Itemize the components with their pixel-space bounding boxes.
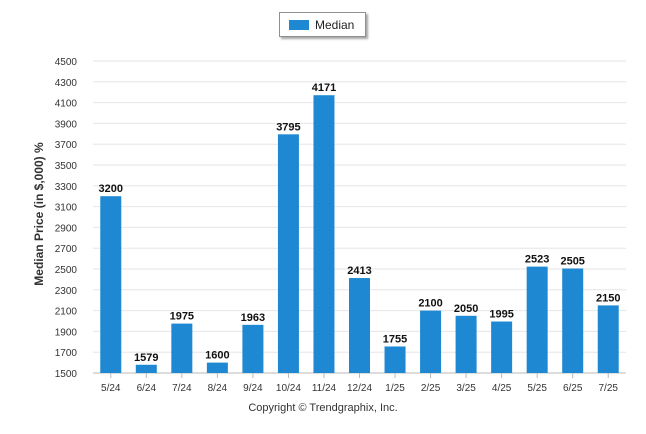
- bar: [206, 362, 228, 373]
- y-tick-label: 1700: [55, 348, 78, 359]
- data-label: 1995: [489, 309, 513, 321]
- x-tick-label: 10/24: [276, 383, 301, 394]
- x-tick-label: 3/25: [456, 383, 476, 394]
- data-label: 2413: [347, 265, 371, 277]
- data-label: 1600: [205, 350, 229, 362]
- data-label: 4171: [312, 82, 336, 94]
- bar: [135, 364, 157, 373]
- data-label: 2150: [596, 292, 620, 304]
- y-tick-label: 3700: [55, 140, 78, 151]
- y-tick-label: 1900: [55, 327, 78, 338]
- x-tick-label: 6/25: [563, 383, 583, 394]
- bar: [420, 310, 442, 373]
- y-tick-label: 3500: [55, 161, 78, 172]
- bar: [171, 323, 193, 373]
- bar: [526, 266, 548, 373]
- y-tick-label: 4500: [55, 57, 78, 68]
- y-tick-labels: 1500 1700 1900 2100 2300 2500 2700 2900 3100 3300…: [55, 57, 78, 380]
- y-tick-label: 2300: [55, 286, 78, 297]
- data-label: 3795: [276, 121, 300, 133]
- bars: [100, 95, 619, 373]
- x-tick-label: 2/25: [421, 383, 441, 394]
- y-tick-label: 4100: [55, 99, 78, 110]
- data-label: 1755: [383, 333, 407, 345]
- x-tick-label: 5/24: [101, 383, 121, 394]
- y-tick-label: 3100: [55, 203, 78, 214]
- legend-swatch: [289, 20, 309, 30]
- y-tick-label: 2100: [55, 307, 78, 318]
- bar: [100, 196, 122, 373]
- bar: [597, 305, 619, 373]
- y-tick-label: 2900: [55, 223, 78, 234]
- data-label: 2050: [454, 303, 478, 315]
- data-labels: 3200 1579 1975 1600 1963 3795 4171 2413 1755 2100…: [99, 82, 621, 364]
- data-label: 2523: [525, 254, 549, 266]
- bar: [562, 268, 584, 373]
- x-tick-label: 5/25: [527, 383, 547, 394]
- data-label: 1975: [170, 311, 194, 323]
- x-tick-label: 11/24: [312, 383, 337, 394]
- y-tick-label: 3900: [55, 119, 78, 130]
- bar: [313, 95, 335, 373]
- x-tick-label: 7/25: [598, 383, 618, 394]
- copyright-footer: Copyright © Trendgraphix, Inc.: [248, 402, 398, 414]
- bar: [277, 134, 299, 373]
- data-label: 2505: [560, 255, 584, 267]
- x-tick-label: 12/24: [347, 383, 372, 394]
- axes: [93, 372, 626, 378]
- data-label: 1963: [241, 312, 265, 324]
- x-tick-label: 7/24: [172, 383, 192, 394]
- bar: [242, 324, 264, 373]
- bar: [455, 315, 477, 373]
- bar: [349, 278, 370, 373]
- data-label: 1579: [134, 352, 158, 364]
- y-tick-label: 2500: [55, 265, 78, 276]
- x-tick-label: 8/24: [208, 383, 228, 394]
- bar: [491, 321, 513, 373]
- data-label: 3200: [99, 183, 123, 195]
- y-tick-label: 2700: [55, 244, 78, 255]
- legend: Median: [279, 12, 366, 37]
- x-tick-labels: 5/24 6/24 7/24 8/24 9/24 10/24 11/24 12/24 1/25 2…: [101, 383, 618, 394]
- y-axis-label: Median Price (in $,000) %: [32, 142, 46, 286]
- bar: [384, 346, 406, 373]
- x-tick-label: 4/25: [492, 383, 512, 394]
- data-label: 2100: [418, 298, 442, 310]
- y-tick-label: 3300: [55, 182, 78, 193]
- x-tick-label: 9/24: [243, 383, 263, 394]
- y-tick-label: 1500: [55, 369, 78, 380]
- legend-label: Median: [315, 18, 355, 32]
- x-tick-label: 6/24: [137, 383, 157, 394]
- x-tick-label: 1/25: [385, 383, 405, 394]
- y-tick-label: 4300: [55, 78, 78, 89]
